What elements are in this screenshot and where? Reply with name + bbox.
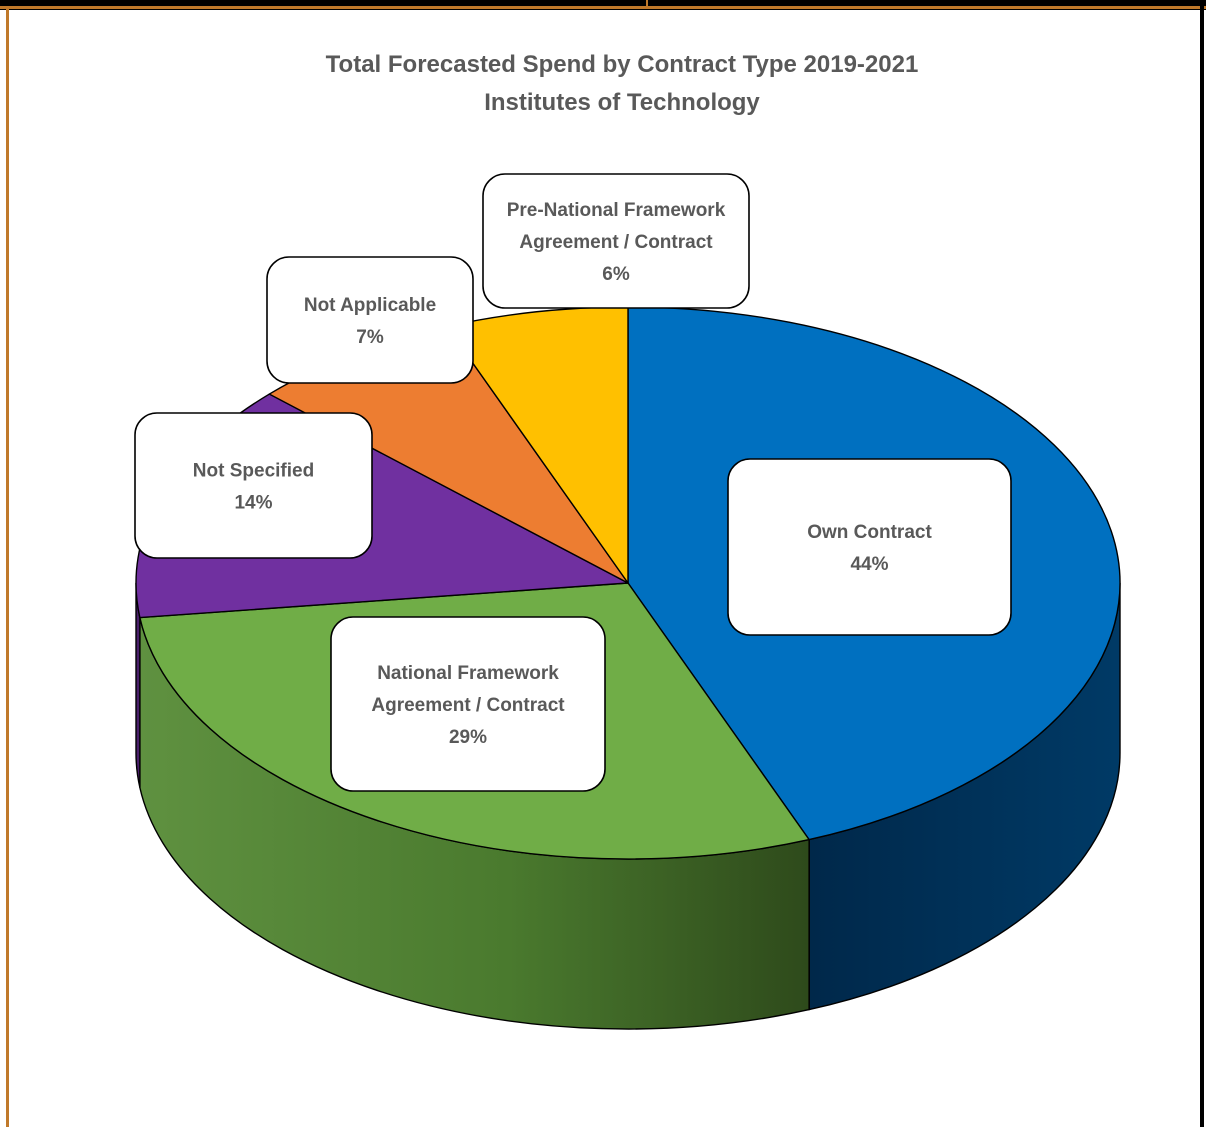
- label-not-specified: Not Specified 14%: [134, 412, 373, 559]
- frame-top-border: [0, 0, 1206, 10]
- data-label-category: Own Contract: [807, 522, 932, 543]
- slice-labels: Own Contract 44% National Framework Agreeme…: [134, 173, 1012, 792]
- label-national-framework-agreement-contract: National Framework Agreement / Contract 29…: [330, 616, 606, 792]
- chart-subtitle: Institutes of Technology: [484, 89, 760, 116]
- label-not-applicable: Not Applicable 7%: [266, 256, 474, 384]
- chart-title: Total Forecasted Spend by Contract Type …: [326, 51, 919, 78]
- data-label-percent: 6%: [602, 264, 630, 285]
- label-pre-national-framework-agreement-contract: Pre-National Framework Agreement / Contra…: [482, 173, 750, 309]
- frame-top-accent: [0, 6, 1206, 9]
- frame-right-border: [1200, 6, 1204, 1127]
- data-label-category: Pre-National Framework: [507, 200, 726, 221]
- label-own-contract: Own Contract 44%: [727, 458, 1012, 636]
- frame-notch: [646, 0, 648, 8]
- data-label-category: Agreement / Contract: [519, 232, 713, 253]
- data-label-category: National Framework: [377, 663, 559, 684]
- data-label-category: Not Specified: [193, 461, 314, 482]
- data-label-percent: 7%: [356, 327, 384, 348]
- label-box: [266, 256, 474, 384]
- data-label-category: Agreement / Contract: [371, 695, 565, 716]
- label-box: [330, 616, 606, 792]
- label-box: [727, 458, 1012, 636]
- label-box: [482, 173, 750, 309]
- label-box: [134, 412, 373, 559]
- data-label-percent: 44%: [850, 554, 888, 575]
- data-label-category: Not Applicable: [304, 295, 436, 316]
- data-label-percent: 29%: [449, 727, 487, 748]
- frame-left-border: [6, 6, 9, 1127]
- data-label-percent: 14%: [234, 493, 272, 514]
